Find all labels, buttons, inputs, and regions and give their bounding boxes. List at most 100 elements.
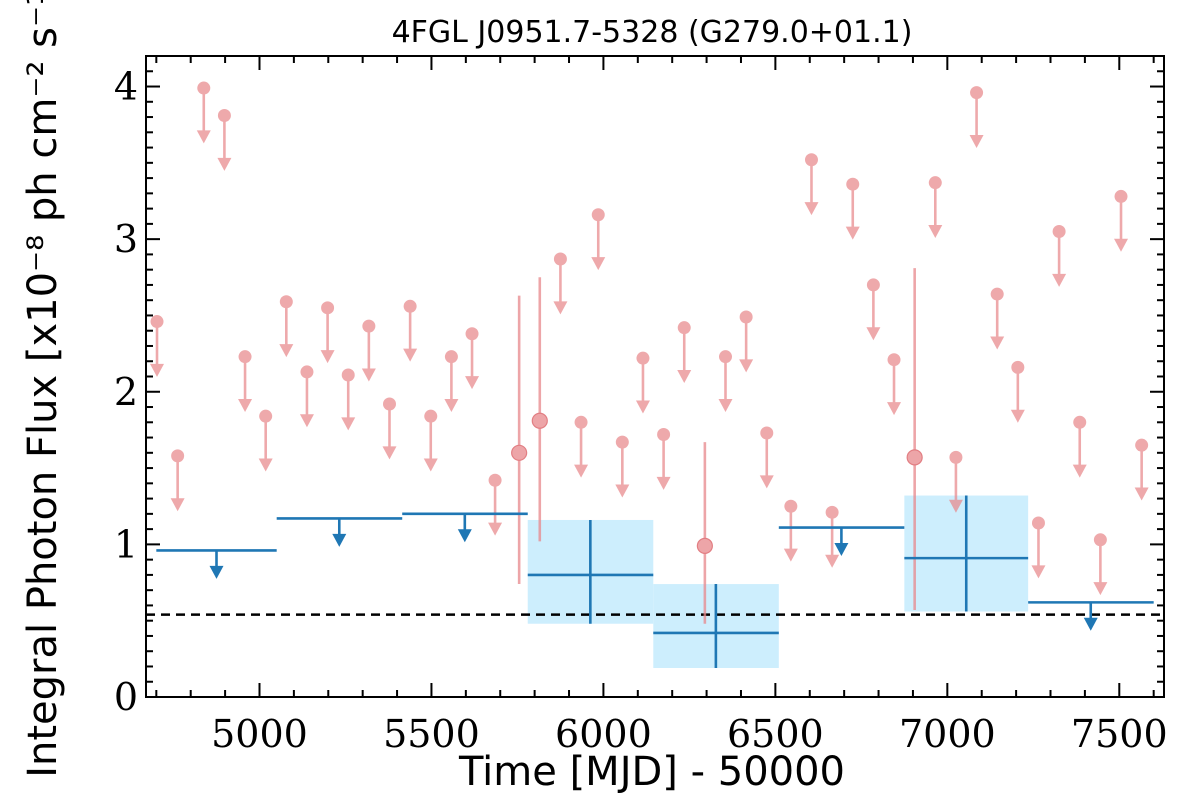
ul-arrow-head — [444, 399, 459, 413]
ul-arrow-head — [1134, 487, 1149, 501]
long-ul-head — [457, 529, 472, 543]
ul-marker — [636, 351, 650, 365]
short-bin-upper-limit-17 — [553, 252, 568, 315]
ul-marker — [970, 86, 984, 100]
short-bin-upper-limit-43 — [1134, 438, 1149, 501]
short-bin-upper-limit-39 — [1052, 225, 1067, 287]
ul-arrow-head — [403, 348, 418, 362]
ul-arrow-head — [635, 400, 650, 414]
short-bin-upper-limit-3 — [217, 109, 232, 171]
ul-marker — [804, 153, 818, 167]
short-bin-upper-limit-20 — [615, 435, 630, 498]
ul-marker — [488, 473, 502, 487]
ul-arrow-head — [465, 376, 480, 390]
ul-marker — [321, 301, 335, 315]
ul-marker — [1135, 438, 1149, 452]
short-bin-detection-2 — [696, 442, 713, 624]
short-bin-upper-limit-37 — [1010, 360, 1025, 423]
y-axis-label: Integral Photon Flux [x10⁻⁸ ph cm⁻² s⁻¹] — [20, 0, 66, 778]
ul-arrow-head — [299, 414, 314, 428]
short-bin-upper-limit-15 — [465, 327, 480, 390]
short-bin-upper-limit-34 — [948, 450, 963, 513]
short-bin-upper-limit-27 — [783, 499, 798, 562]
ul-arrow-head — [553, 301, 568, 315]
short-bin-upper-limit-35 — [969, 86, 984, 148]
x-tick-label: 5500 — [383, 712, 480, 756]
detection-marker — [531, 412, 548, 429]
ul-arrow-head — [1093, 582, 1108, 596]
ul-marker — [382, 397, 396, 411]
ul-marker — [1114, 189, 1128, 203]
ul-marker — [300, 365, 314, 379]
x-axis-label: Time [MJD] - 50000 — [458, 749, 845, 795]
long-bin-upper-limit-3 — [778, 526, 905, 557]
short-bin-upper-limit-8 — [320, 301, 335, 364]
short-bin-upper-limit-12 — [403, 299, 418, 362]
ul-arrow-head — [170, 498, 185, 512]
ul-marker — [1011, 360, 1025, 374]
ul-arrow-head — [1114, 238, 1129, 252]
detection-marker — [906, 449, 923, 466]
short-bin-upper-limit-5 — [258, 409, 273, 472]
ul-arrow-head — [615, 484, 630, 498]
short-bin-upper-limit-33 — [928, 176, 943, 239]
short-bin-upper-limit-41 — [1093, 533, 1108, 596]
ul-arrow-head — [217, 157, 232, 171]
ul-marker — [574, 415, 588, 429]
ul-arrow-head — [279, 344, 294, 358]
ul-arrow-head — [1010, 409, 1025, 423]
ul-arrow-head — [804, 202, 819, 216]
short-bin-upper-limit-30 — [845, 177, 860, 240]
short-bin-upper-limit-21 — [635, 351, 650, 414]
x-tick-label: 6500 — [727, 712, 824, 756]
long-bin-detection-0 — [527, 519, 654, 624]
long-bin-upper-limit-1 — [276, 517, 403, 547]
ul-marker — [424, 409, 438, 423]
ul-arrow-head — [591, 257, 606, 271]
short-bin-upper-limit-16 — [488, 473, 503, 536]
short-bin-upper-limit-6 — [279, 295, 294, 358]
short-bin-detection-3 — [906, 268, 923, 611]
ul-marker — [825, 505, 839, 519]
long-ul-head — [834, 543, 849, 557]
ul-arrow-head — [574, 464, 589, 478]
short-bin-upper-limit-28 — [804, 153, 819, 216]
short-bin-upper-limit-7 — [299, 365, 314, 428]
ul-arrow-head — [677, 370, 692, 384]
ul-marker — [444, 350, 458, 364]
long-bin-upper-limit-0 — [156, 549, 277, 579]
long-bin-upper-limit-2 — [402, 512, 528, 543]
axis-ticks: 5000 5500 6000 6500 7000 7500 0 1 2 3 4 — [114, 56, 1168, 756]
detection-marker — [511, 444, 528, 461]
short-bin-detection-0 — [511, 295, 528, 585]
ul-marker — [887, 353, 901, 367]
ul-arrow-head — [969, 134, 984, 148]
short-bin-detection-1 — [531, 277, 548, 542]
short-bin-upper-limit-42 — [1114, 189, 1129, 252]
y-tick-label: 4 — [114, 65, 138, 109]
short-bin-upper-limit-9 — [341, 368, 356, 431]
ul-arrow-head — [1072, 464, 1087, 478]
short-bin-upper-limit-14 — [444, 350, 459, 413]
ul-marker — [1031, 516, 1045, 530]
ul-marker — [1093, 533, 1107, 547]
short-bin-upper-limit-40 — [1072, 415, 1087, 478]
ul-arrow-head — [1052, 273, 1067, 287]
ul-marker — [928, 176, 942, 190]
ul-marker — [259, 409, 273, 423]
ul-marker — [591, 208, 605, 222]
ul-marker — [150, 315, 164, 329]
ul-arrow-head — [196, 130, 211, 144]
ul-arrow-head — [948, 499, 963, 513]
short-bin-upper-limit-38 — [1031, 516, 1046, 579]
ul-arrow-head — [656, 476, 671, 490]
ul-arrow-head — [320, 350, 335, 364]
x-tick-label: 7500 — [1071, 712, 1168, 756]
short-bin-upper-limit-22 — [656, 427, 671, 490]
long-ul-head — [332, 533, 347, 547]
ul-marker — [1073, 415, 1087, 429]
chart-title: 4FGL J0951.7-5328 (G279.0+01.1) — [392, 15, 913, 50]
ul-marker — [846, 177, 860, 191]
ul-arrow-head — [341, 417, 356, 431]
long-ul-head — [1083, 617, 1098, 631]
